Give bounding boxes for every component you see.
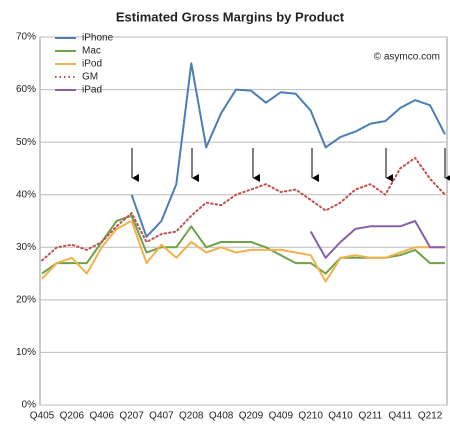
- x-tick-label: Q410: [328, 411, 353, 422]
- x-tick-label: Q211: [359, 411, 383, 422]
- x-tick-label: Q206: [60, 411, 85, 422]
- y-tick-label: 40%: [16, 189, 36, 200]
- legend-label: iPod: [82, 59, 102, 70]
- y-tick-label: 0%: [22, 400, 37, 411]
- x-tick-label: Q408: [209, 411, 234, 422]
- x-tick-label: Q208: [179, 411, 204, 422]
- legend-label: Mac: [82, 46, 101, 57]
- y-tick-label: 50%: [16, 137, 36, 148]
- series-line: [309, 220, 445, 259]
- x-tick-label: Q407: [149, 411, 174, 422]
- series-line: [41, 220, 445, 283]
- arrows: [131, 148, 450, 182]
- y-tick-label: 60%: [16, 84, 36, 95]
- x-tick-label: Q405: [30, 411, 55, 422]
- y-tick-label: 10%: [16, 347, 36, 358]
- series-line: [41, 156, 446, 262]
- series-line: [41, 214, 445, 275]
- y-tick-label: 20%: [16, 294, 36, 305]
- chart-title: Estimated Gross Margins by Product: [116, 9, 345, 24]
- legend-label: iPad: [82, 85, 102, 96]
- legend-label: GM: [82, 72, 98, 83]
- annotation: © asymco.com: [374, 52, 440, 63]
- x-tick-label: Q406: [89, 411, 114, 422]
- series-line: [130, 62, 446, 238]
- legend-label: iPhone: [82, 33, 114, 44]
- x-tick-label: Q411: [388, 411, 412, 422]
- x-tick-label: Q207: [119, 411, 144, 422]
- x-tick-label: Q212: [418, 411, 443, 422]
- y-tick-label: 70%: [16, 32, 36, 43]
- y-tick-label: 30%: [16, 242, 36, 253]
- x-tick-label: Q409: [269, 411, 294, 422]
- x-tick-label: Q210: [298, 411, 323, 422]
- x-tick-label: Q209: [239, 411, 264, 422]
